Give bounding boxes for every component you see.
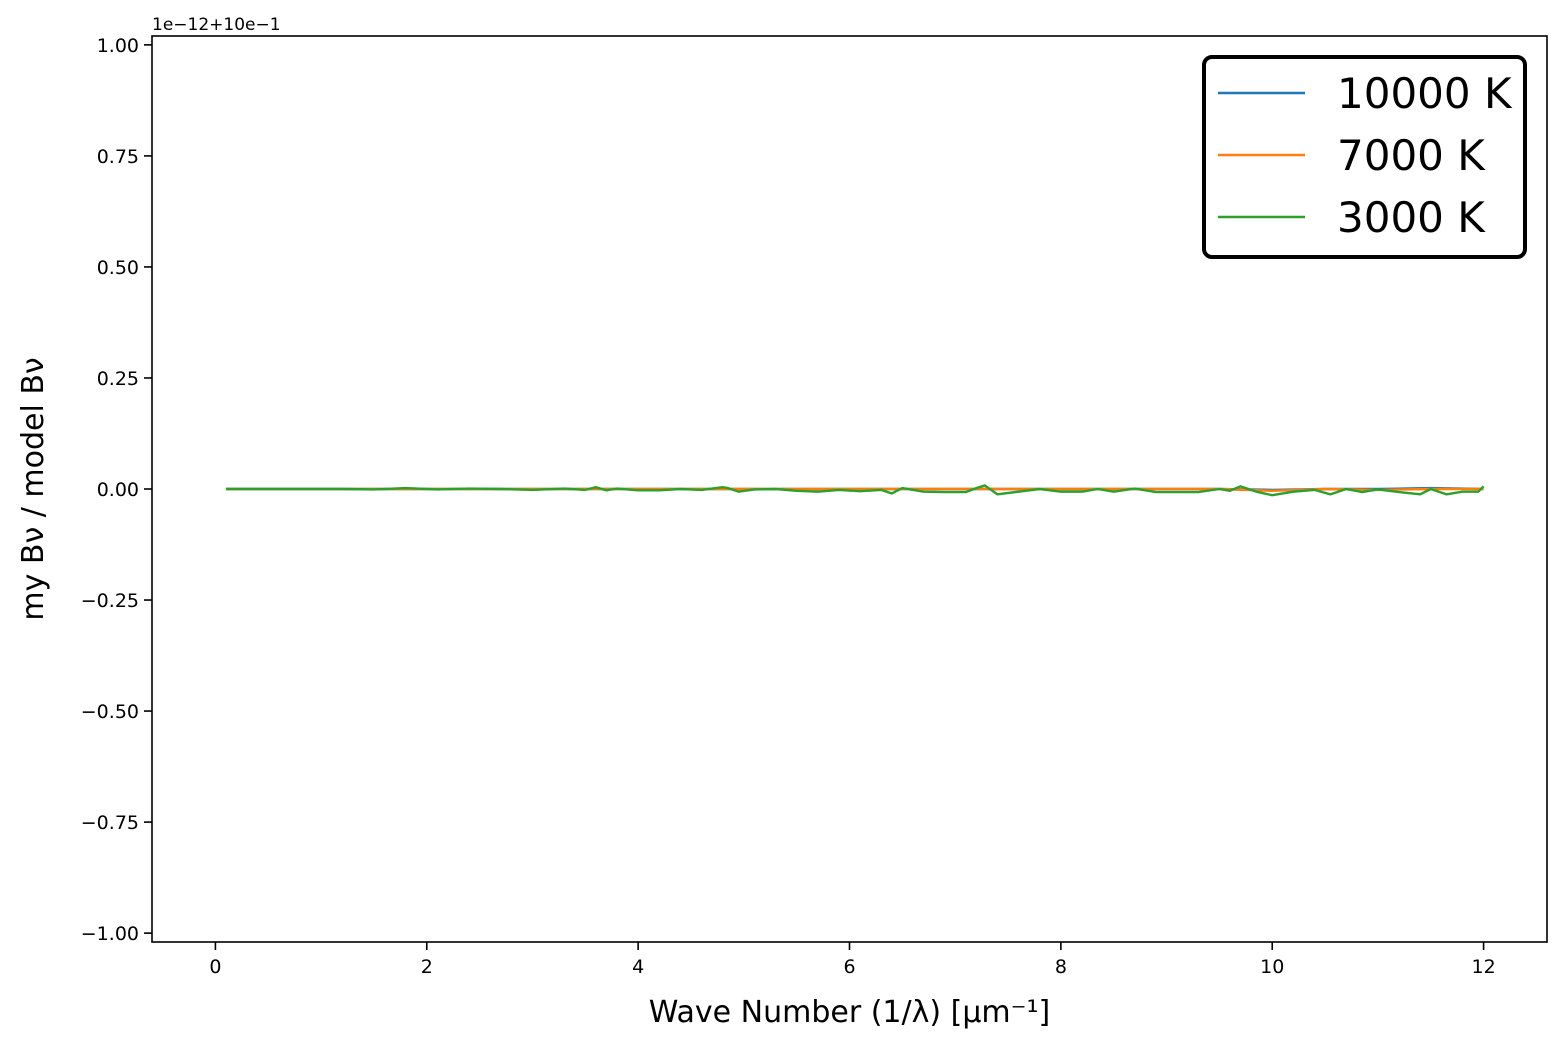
series-line-3000-k [225, 484, 1485, 497]
legend-box [1202, 55, 1527, 259]
y-tick-label: −0.75 [81, 812, 139, 834]
x-tick-label: 0 [209, 956, 221, 978]
legend-label: 3000 K [1337, 193, 1486, 242]
x-tick-label: 10 [1260, 956, 1284, 978]
x-tick-label: 12 [1471, 956, 1495, 978]
y-tick-label: 0.00 [97, 479, 139, 501]
y-axis-label: my Bν / model Bν [16, 357, 51, 620]
y-tick-label: 1.00 [97, 35, 139, 57]
series-layer [225, 484, 1485, 497]
legend-label: 7000 K [1337, 131, 1486, 180]
x-tick-label: 8 [1055, 956, 1067, 978]
y-tick-label: 0.50 [97, 257, 139, 279]
legend-label: 10000 K [1337, 69, 1513, 118]
y-offset-label: 1e−12+10e−1 [152, 15, 281, 35]
y-ticks: 1.00 0.75 0.50 0.25 0.00 −0.25 −0.50 −0.75 −1.00 [81, 35, 152, 945]
y-tick-label: −0.50 [81, 701, 139, 723]
x-tick-label: 4 [632, 956, 644, 978]
x-tick-label: 6 [843, 956, 855, 978]
y-tick-label: −0.25 [81, 590, 139, 612]
y-tick-label: 0.25 [97, 368, 139, 390]
y-tick-label: 0.75 [97, 146, 139, 168]
legend: 10000 K 7000 K 3000 K [1202, 55, 1527, 259]
legend-items: 10000 K 7000 K 3000 K [1218, 69, 1513, 242]
x-tick-label: 2 [421, 956, 433, 978]
x-ticks: 0 2 4 6 8 10 12 [209, 942, 1496, 978]
y-tick-label: −1.00 [81, 923, 139, 945]
x-axis-label: Wave Number (1/λ) [μm⁻¹] [649, 995, 1050, 1030]
